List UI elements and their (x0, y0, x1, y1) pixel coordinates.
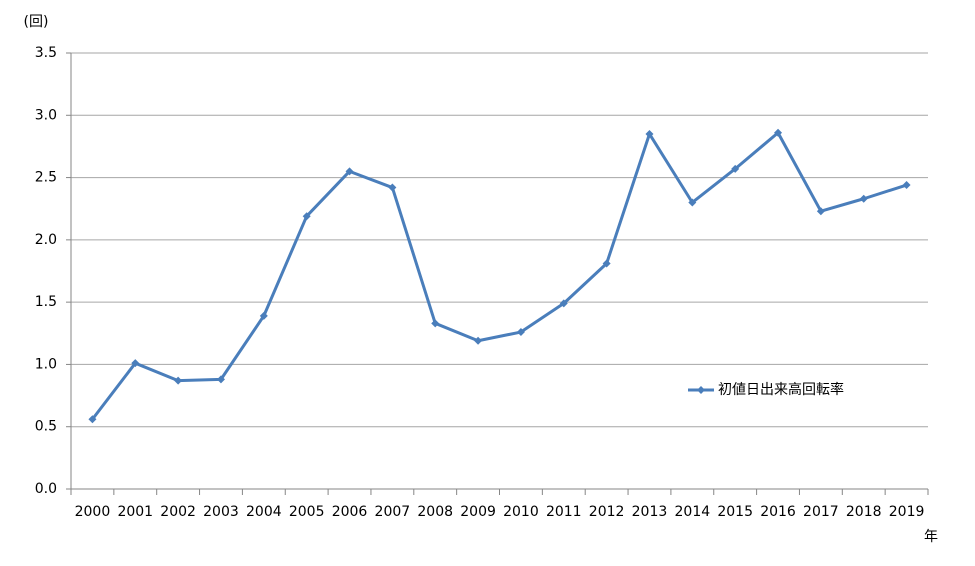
point-marker (602, 259, 611, 268)
x-tick-label: 2008 (417, 504, 453, 520)
x-tick-label: 2015 (717, 504, 753, 520)
point-marker (174, 376, 183, 385)
point-marker (474, 336, 483, 345)
point-marker (902, 181, 911, 190)
x-tick-label: 2014 (675, 504, 711, 520)
x-tick-label: 2007 (375, 504, 411, 520)
point-marker (88, 415, 97, 424)
point-marker (259, 311, 268, 320)
y-tick-label: 2.5 (35, 170, 57, 186)
point-marker (388, 183, 397, 192)
point-marker (431, 319, 440, 328)
point-marker (559, 299, 568, 308)
x-tick-label: 2010 (503, 504, 539, 520)
x-tick-label: 2013 (632, 504, 668, 520)
x-tick-label: 2001 (117, 504, 153, 520)
legend-marker (697, 386, 705, 394)
point-marker (816, 207, 825, 216)
point-marker (859, 194, 868, 203)
x-tick-label: 2006 (332, 504, 368, 520)
legend-label: 初値日出来高回転率 (718, 381, 844, 398)
x-tick-label: 2018 (846, 504, 882, 520)
point-marker (131, 359, 140, 368)
y-axis-title: (回) (24, 14, 49, 30)
point-marker (688, 198, 697, 207)
point-marker (302, 212, 311, 221)
y-tick-label: 0.5 (35, 419, 57, 435)
x-tick-label: 2012 (589, 504, 625, 520)
x-tick-label: 2017 (803, 504, 839, 520)
x-tick-label: 2004 (246, 504, 282, 520)
y-tick-label: 1.0 (35, 356, 57, 372)
x-tick-label: 2002 (160, 504, 196, 520)
point-marker (345, 167, 354, 176)
x-tick-label: 2003 (203, 504, 239, 520)
x-tick-label: 2019 (889, 504, 925, 520)
x-tick-label: 2016 (760, 504, 796, 520)
point-marker (516, 328, 525, 337)
point-marker (731, 164, 740, 173)
point-marker (774, 128, 783, 137)
y-tick-label: 0.0 (35, 481, 57, 497)
series-line (91, 131, 908, 421)
x-tick-label: 2005 (289, 504, 325, 520)
point-marker (216, 375, 225, 384)
point-marker (645, 129, 654, 138)
x-tick-label: 2009 (460, 504, 496, 520)
x-axis-title: 年 (924, 529, 938, 545)
x-tick-label: 2011 (546, 504, 582, 520)
y-tick-label: 1.5 (35, 294, 57, 310)
x-tick-label: 2000 (75, 504, 111, 520)
y-tick-label: 2.0 (35, 232, 57, 248)
y-tick-label: 3.5 (35, 45, 57, 61)
y-tick-label: 3.0 (35, 107, 57, 123)
